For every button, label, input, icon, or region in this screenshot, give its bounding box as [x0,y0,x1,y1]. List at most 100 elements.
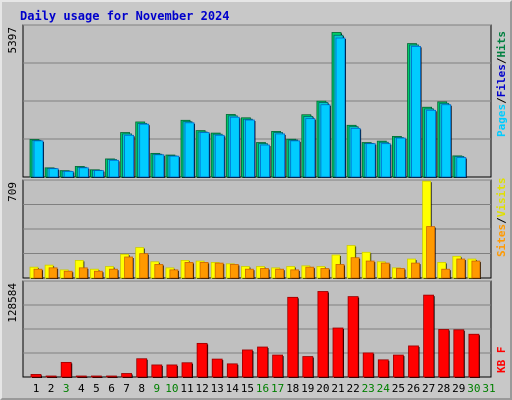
bar-kb-7 [121,373,132,378]
bar-pages-4 [78,167,89,178]
bar-pages-5 [94,170,104,178]
bar-sites-24 [380,262,390,279]
bar-kb-16 [257,346,268,378]
bar-sites-3 [63,270,73,279]
bar-sites-6 [109,268,118,279]
x-tick-label-24: 24 [377,382,391,395]
legend-visits: Sites/Visits [495,178,508,258]
x-tick-label-20: 20 [316,382,329,395]
bar-pages-18 [290,140,301,178]
bar-kb-5 [91,375,102,378]
x-tick-label-11: 11 [180,382,193,395]
bar-sites-2 [48,267,58,279]
bar-kb-21 [332,327,344,378]
x-tick-label-8: 8 [138,382,145,395]
bar-kb-13 [211,358,223,378]
x-tick-label-5: 5 [93,382,100,395]
bar-kb-24 [377,359,389,378]
x-tick-label-3: 3 [63,382,70,395]
bar-sites-16 [260,268,269,279]
bar-pages-9 [154,154,165,178]
bar-sites-20 [320,268,330,279]
bar-pages-15 [244,119,255,178]
x-tick-label-21: 21 [331,382,344,395]
x-tick-label-2: 2 [48,382,55,395]
bar-kb-25 [392,354,404,378]
bar-pages-2 [48,168,59,178]
bar-pages-7 [124,134,134,178]
x-tick-label-13: 13 [211,382,224,395]
chart-title: Daily usage for November 2024 [20,9,230,23]
bar-sites-8 [139,253,149,279]
bar-sites-19 [305,266,315,279]
bar-sites-26 [411,262,420,279]
legend-kb: KB F [495,347,508,374]
x-tick-label-10: 10 [165,382,178,395]
bar-sites-12 [199,262,209,279]
y-max-label-0: 5397 [6,27,19,54]
bar-kb-10 [166,364,178,378]
bar-sites-1 [33,268,43,279]
bar-pages-19 [305,118,316,178]
x-tick-label-12: 12 [195,382,208,395]
x-tick-label-23: 23 [362,382,375,395]
x-tick-label-7: 7 [123,382,130,395]
bar-sites-28 [441,268,451,279]
bar-sites-13 [214,262,224,279]
bar-pages-3 [63,171,74,178]
bar-kb-5-shadow [92,377,103,378]
bar-sites-22 [350,257,360,279]
y-max-label-1: 709 [6,182,19,202]
x-tick-label-6: 6 [108,382,115,395]
bar-pages-25 [395,137,406,178]
bar-sites-21 [335,264,345,279]
x-tick-label-19: 19 [301,382,314,395]
bar-pages-16 [260,144,270,178]
x-tick-label-25: 25 [392,382,405,395]
legend-main-part: Hits [495,31,508,58]
x-tick-label-1: 1 [33,382,40,395]
x-tick-label-26: 26 [407,382,420,395]
bar-kb-2 [45,375,57,378]
bar-sites-25 [395,268,405,279]
bar-kb-4 [75,375,87,378]
x-tick-label-14: 14 [226,382,240,395]
bar-kb-22 [347,296,359,378]
bar-kb-4-shadow [77,377,88,378]
bar-sites-27 [426,226,436,279]
bar-pages-10 [169,155,180,178]
bar-pages-14 [229,116,240,178]
bar-pages-6 [109,159,119,178]
bar-pages-20 [320,104,331,178]
x-tick-label-30: 30 [467,382,480,395]
bar-sites-14 [229,264,239,279]
x-tick-label-22: 22 [346,382,359,395]
x-tick-label-27: 27 [422,382,435,395]
bar-kb-6-shadow [107,377,118,378]
bar-sites-10 [169,269,179,279]
bar-sites-9 [154,264,164,279]
bar-sites-15 [244,268,254,279]
legend-main-part: / [495,57,508,64]
x-tick-label-15: 15 [241,382,254,395]
bar-kb-17 [272,354,284,378]
bar-pages-24 [380,143,391,178]
bar-pages-29 [456,157,467,178]
bar-kb-20 [317,291,329,378]
bar-sites-18 [290,269,300,279]
bar-pages-17 [275,133,286,178]
bar-kb-11 [181,362,193,378]
bar-kb-15 [241,349,253,378]
x-tick-label-31: 31 [482,382,495,395]
legend-visits-part: Visits [495,178,508,218]
bar-pages-22 [350,127,361,178]
bar-sites-23 [365,260,375,279]
bar-sites-30 [471,260,481,279]
bar-sites-4 [78,267,88,279]
bar-sites-29 [456,258,466,279]
legend-main-part: Pages [495,104,508,137]
bar-sites-11 [184,262,194,279]
bar-kb-27 [423,294,435,378]
bar-pages-27 [426,109,437,178]
legend-main-part: / [495,97,508,104]
